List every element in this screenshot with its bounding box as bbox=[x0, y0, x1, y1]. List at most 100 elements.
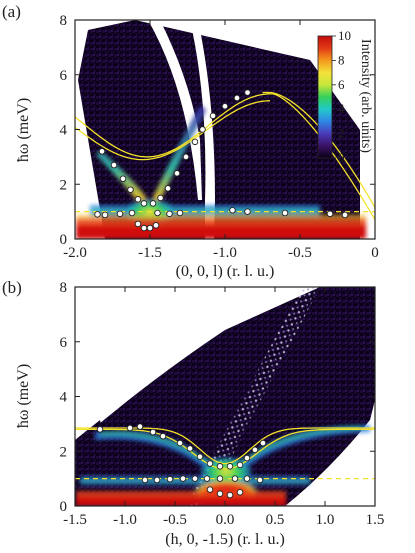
data-point bbox=[243, 475, 251, 482]
data-point bbox=[216, 463, 224, 470]
data-point bbox=[140, 224, 148, 232]
data-point bbox=[244, 89, 251, 96]
y-tick-label: 6 bbox=[60, 335, 68, 351]
panel-b-x-ticks: -1.5 -1.0 -0.5 0.0 0.5 1.0 1.5 bbox=[63, 287, 384, 528]
data-point bbox=[251, 446, 259, 454]
data-point bbox=[209, 112, 217, 120]
data-point bbox=[127, 186, 134, 193]
data-point bbox=[191, 475, 199, 482]
data-point bbox=[140, 200, 148, 207]
colorbar-ticks: 0 2 4 6 8 10 bbox=[332, 28, 351, 165]
data-point bbox=[259, 439, 267, 447]
data-point bbox=[152, 222, 160, 229]
panel-a-y-axis-label: ħω (meV) bbox=[15, 98, 32, 162]
data-point bbox=[166, 210, 173, 218]
model-curve bbox=[75, 428, 375, 470]
x-tick-label: -1.0 bbox=[213, 245, 237, 261]
panel-b-y-ticks: 0 2 4 6 8 bbox=[60, 280, 375, 515]
panel-b-dotted-band bbox=[186, 287, 320, 506]
panel-b-heatmap bbox=[75, 287, 375, 506]
data-point bbox=[98, 148, 106, 155]
data-point bbox=[154, 209, 161, 217]
data-point bbox=[226, 491, 234, 499]
data-point bbox=[203, 475, 211, 482]
panel-b-label: (b) bbox=[2, 278, 22, 297]
panel-a-gap-band-right bbox=[190, 20, 215, 239]
x-tick-label: 0.5 bbox=[266, 512, 285, 528]
model-curve bbox=[75, 93, 270, 158]
x-tick-label: -0.5 bbox=[288, 245, 312, 261]
x-tick-label: 1.0 bbox=[316, 512, 335, 528]
y-tick-label: 6 bbox=[60, 68, 68, 84]
data-point bbox=[233, 94, 241, 102]
panel-a-gap-band-left bbox=[148, 20, 202, 200]
data-point bbox=[166, 475, 174, 483]
data-point bbox=[182, 153, 190, 161]
model-curve bbox=[75, 427, 375, 465]
panel-a-y-ticks: 0 2 4 6 8 bbox=[60, 13, 375, 248]
data-point bbox=[173, 170, 181, 177]
panel-b: -1.5 -1.0 -0.5 0.0 0.5 1.0 1.5 0 2 4 6 8 (b) ħω (m… bbox=[2, 278, 384, 548]
data-point bbox=[134, 220, 142, 228]
data-point bbox=[176, 439, 184, 447]
data-point bbox=[256, 476, 264, 484]
data-point bbox=[216, 475, 224, 482]
data-point bbox=[136, 423, 144, 430]
y-tick-label: 0 bbox=[60, 232, 68, 248]
data-point bbox=[206, 460, 214, 467]
data-point bbox=[149, 200, 157, 207]
data-point bbox=[229, 207, 236, 214]
panel-a-coverage-region bbox=[78, 20, 360, 239]
data-point bbox=[176, 209, 184, 217]
x-tick-label: -1.0 bbox=[113, 512, 137, 528]
data-point bbox=[94, 211, 101, 218]
panel-b-data-points bbox=[96, 423, 267, 499]
data-point bbox=[128, 209, 136, 217]
panel-a-label: (a) bbox=[2, 2, 21, 21]
panel-a-data-points bbox=[94, 89, 349, 232]
colorbar-tick-label: 4 bbox=[338, 101, 345, 116]
data-point bbox=[216, 490, 224, 497]
colorbar-tick-label: 0 bbox=[338, 150, 345, 165]
x-tick-label: -2.0 bbox=[63, 245, 87, 261]
colorbar-bar bbox=[317, 35, 333, 159]
data-point bbox=[134, 196, 142, 203]
data-point bbox=[153, 476, 161, 484]
y-tick-label: 2 bbox=[60, 177, 68, 193]
panel-a-colorbar: 0 2 4 6 8 10 Intensity (arb. units) bbox=[317, 28, 373, 165]
model-curve bbox=[75, 100, 270, 161]
data-point bbox=[179, 475, 187, 482]
x-tick-label: 0 bbox=[371, 245, 379, 261]
colorbar-tick-label: 6 bbox=[338, 77, 345, 92]
x-tick-label: 1.5 bbox=[366, 512, 385, 528]
panel-a-x-axis-label: (0, 0, l) (r. l. u.) bbox=[176, 263, 275, 280]
data-point bbox=[226, 463, 234, 470]
data-point bbox=[157, 194, 164, 202]
data-point bbox=[231, 475, 239, 482]
y-tick-label: 8 bbox=[60, 13, 68, 29]
data-point bbox=[281, 209, 289, 217]
data-point bbox=[119, 175, 127, 183]
data-point bbox=[101, 211, 109, 219]
data-point bbox=[149, 428, 157, 436]
data-point bbox=[341, 211, 349, 219]
panel-b-x-axis-label: (h, 0, -1.5) (r. l. u.) bbox=[165, 531, 285, 548]
panel-a-x-ticks: -2.0 -1.5 -1.0 -0.5 0 bbox=[63, 20, 379, 261]
panel-b-y-axis-label: ħω (meV) bbox=[15, 364, 32, 428]
data-point bbox=[236, 461, 244, 469]
x-tick-label: -1.5 bbox=[63, 512, 87, 528]
panel-b-model-curves bbox=[75, 427, 375, 470]
data-point bbox=[243, 454, 251, 462]
colorbar-label: Intensity (arb. units) bbox=[358, 39, 373, 153]
data-point bbox=[186, 445, 194, 452]
y-tick-label: 8 bbox=[60, 280, 68, 296]
x-tick-label: -1.5 bbox=[138, 245, 162, 261]
panel-b-coverage-region bbox=[80, 287, 375, 506]
data-point bbox=[221, 102, 229, 110]
colorbar-tick-label: 2 bbox=[338, 126, 345, 141]
y-tick-label: 4 bbox=[60, 390, 68, 406]
data-point bbox=[141, 476, 149, 484]
panel-a-heatmap bbox=[75, 20, 375, 239]
data-point bbox=[244, 208, 251, 215]
